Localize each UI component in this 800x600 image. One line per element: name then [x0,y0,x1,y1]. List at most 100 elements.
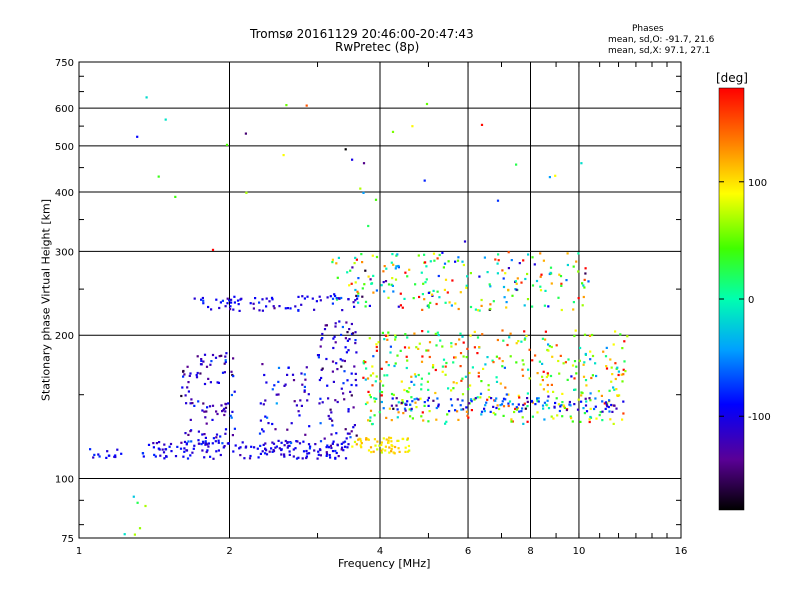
data-point [370,282,373,285]
data-point [335,432,338,435]
data-point [191,402,194,405]
data-point [187,381,190,384]
data-point [454,409,457,412]
data-point [331,442,334,445]
data-point [253,446,256,449]
data-point [427,349,430,352]
data-point [424,281,427,284]
data-point [590,376,593,380]
data-point [142,455,145,458]
data-point [518,410,521,413]
data-point [354,256,357,259]
data-point [409,403,412,406]
data-point [185,402,188,405]
data-point [216,381,219,384]
data-point [474,308,477,311]
data-point [176,445,179,448]
data-point [608,399,611,402]
data-point [444,278,448,281]
data-point [365,438,368,441]
data-point [588,418,591,421]
data-point [490,397,493,400]
data-point [392,290,395,293]
data-point [375,343,378,346]
data-point [427,420,430,423]
data-point [572,308,575,311]
data-point [573,377,576,380]
data-point [221,442,224,445]
data-point [375,397,378,400]
data-point [382,437,385,440]
data-point [272,442,276,445]
data-point [522,259,525,262]
data-point [264,442,267,445]
data-point [353,424,356,427]
data-point [308,447,311,450]
data-point [237,303,240,306]
data-point [528,377,531,380]
data-point [612,386,615,389]
data-point [575,372,578,375]
data-point [346,446,349,449]
data-point [292,448,295,451]
data-point [369,278,372,281]
data-point [407,444,410,448]
data-point [437,403,440,406]
data-point [507,404,510,408]
data-point [214,356,218,359]
data-point [108,454,111,457]
data-point [436,331,439,334]
data-point [319,422,322,425]
data-point [348,284,351,287]
data-point [517,340,520,343]
data-point [415,346,418,349]
data-point [184,432,187,435]
data-point [286,428,289,431]
data-point [449,398,453,401]
data-point [531,359,534,362]
data-point [534,354,537,357]
data-point [373,438,376,441]
data-point [396,416,399,419]
data-point [306,452,309,455]
data-point [168,445,171,448]
data-point [262,430,265,433]
data-point [303,297,306,300]
data-point [277,380,280,383]
data-point [203,410,206,413]
data-point [385,438,388,441]
data-point [298,414,301,417]
data-point [429,260,432,263]
data-point [477,371,480,374]
data-point [380,284,383,287]
data-point [429,301,432,304]
data-point [359,187,362,190]
data-point [515,342,518,345]
data-point [622,368,625,371]
data-point [434,368,437,372]
data-point [514,288,517,291]
data-point [523,304,526,307]
data-point [390,440,393,443]
data-point [147,443,151,446]
data-point [136,501,139,504]
data-point [524,407,527,410]
data-point [463,240,467,243]
data-point [340,365,343,368]
data-point [414,283,417,286]
data-point [180,441,183,444]
data-point [522,363,525,366]
data-point [331,424,334,427]
data-point [265,297,268,300]
data-point [371,254,374,257]
data-point [346,432,349,435]
data-point [548,345,551,348]
data-point [420,360,424,363]
data-point [275,393,278,396]
data-point [321,367,324,370]
data-point [277,439,280,442]
data-point [496,262,499,265]
data-point [280,441,283,444]
data-point [259,452,262,455]
data-point [219,435,222,438]
